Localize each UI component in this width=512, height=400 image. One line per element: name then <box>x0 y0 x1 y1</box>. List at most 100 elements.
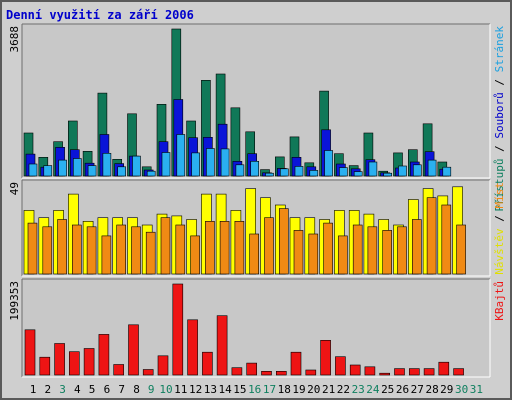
legend-top-item-4: Stránek <box>493 26 506 73</box>
bar-bottom-1-20 <box>305 369 317 376</box>
bar-top-3-19 <box>294 166 304 177</box>
bar-top-3-13 <box>206 148 215 177</box>
bar-middle-2-1 <box>27 222 38 275</box>
x-tick-label-22: 22 <box>337 383 350 396</box>
bar-top-3-27 <box>412 164 422 177</box>
bar-bottom-1-1 <box>24 329 36 376</box>
x-tick-label-4: 4 <box>74 383 81 396</box>
x-tick-label-10: 10 <box>159 383 172 396</box>
x-tick-label-21: 21 <box>322 383 335 396</box>
bar-top-3-7 <box>117 166 126 177</box>
bar-top-3-17 <box>265 172 274 177</box>
bar-bottom-1-15 <box>231 367 243 376</box>
x-tick-label-16: 16 <box>248 383 261 396</box>
x-tick-label-25: 25 <box>381 383 394 396</box>
x-tick-label-5: 5 <box>89 383 96 396</box>
bar-bottom-1-7 <box>113 364 124 376</box>
x-tick-label-28: 28 <box>425 383 438 396</box>
x-tick-label-18: 18 <box>278 383 291 396</box>
bar-bottom-1-23 <box>349 364 361 376</box>
bar-top-3-4 <box>73 158 82 177</box>
x-tick-label-27: 27 <box>411 383 424 396</box>
bar-middle-2-12 <box>190 235 200 275</box>
legend-top-item-2: Souborů <box>493 92 506 138</box>
x-tick-label-29: 29 <box>440 383 453 396</box>
legend-middle-item-2: Míst <box>493 182 506 209</box>
bar-bottom-1-6 <box>98 334 110 376</box>
x-tick-label-9: 9 <box>148 383 155 396</box>
bar-middle-2-6 <box>101 235 112 275</box>
legend-bottom: KBajtů <box>493 281 506 321</box>
bar-bottom-1-17 <box>261 370 272 376</box>
bar-top-3-29 <box>442 166 452 177</box>
x-tick-label-2: 2 <box>44 383 51 396</box>
bar-top-3-24 <box>368 161 378 177</box>
bar-middle-2-9 <box>145 231 156 275</box>
bar-bottom-1-29 <box>438 361 450 376</box>
bar-bottom-1-25 <box>379 372 391 376</box>
x-tick-label-17: 17 <box>263 383 276 396</box>
bar-bottom-1-8 <box>128 324 139 376</box>
bar-top-3-9 <box>146 170 156 177</box>
max-label-middle: 49 <box>8 182 21 195</box>
x-tick-label-8: 8 <box>133 383 140 396</box>
bar-middle-2-5 <box>86 226 97 275</box>
bar-middle-2-24 <box>367 226 378 275</box>
bar-middle-2-10 <box>160 217 171 275</box>
bar-middle-2-7 <box>116 224 126 275</box>
x-tick-label-11: 11 <box>174 383 187 396</box>
bar-middle-2-23 <box>352 224 363 275</box>
bar-bottom-1-4 <box>69 351 80 376</box>
bar-middle-2-16 <box>249 233 259 275</box>
chart-title: Denní využití za září 2006 <box>6 8 194 22</box>
bar-bottom-1-11 <box>172 283 184 376</box>
bar-bottom-1-30 <box>453 368 464 376</box>
x-tick-label-3: 3 <box>59 383 66 396</box>
bar-bottom-1-14 <box>216 315 228 376</box>
bar-middle-2-22 <box>338 235 348 275</box>
bar-top-3-20 <box>309 170 319 177</box>
bar-middle-2-8 <box>131 226 141 275</box>
bar-middle-2-27 <box>411 219 422 275</box>
bar-middle-2-17 <box>264 217 274 275</box>
x-tick-label-7: 7 <box>118 383 125 396</box>
bar-top-3-23 <box>353 171 363 177</box>
bar-bottom-1-12 <box>187 319 198 376</box>
bar-top-3-12 <box>191 152 200 177</box>
bar-middle-2-30 <box>456 224 466 275</box>
bar-top-3-10 <box>161 152 171 177</box>
bar-top-3-2 <box>43 165 53 177</box>
bar-middle-2-14 <box>219 221 230 275</box>
legend-middle: Návštěv / Míst <box>493 182 506 275</box>
bar-bottom-1-18 <box>275 370 287 376</box>
bar-top-3-5 <box>87 165 97 177</box>
legend-top-item-3: / <box>493 72 506 92</box>
bar-middle-2-25 <box>382 230 393 275</box>
bar-bottom-1-3 <box>54 343 65 376</box>
bar-top-3-22 <box>339 167 348 177</box>
bar-top-3-1 <box>28 163 38 177</box>
x-tick-label-20: 20 <box>307 383 320 396</box>
legend-bottom-item-0: KBajtů <box>493 281 506 321</box>
bar-top-3-26 <box>398 165 407 177</box>
bar-top-3-3 <box>58 159 67 177</box>
bar-top-3-15 <box>235 164 245 177</box>
legend-top-item-0: Přístupů <box>493 158 506 211</box>
x-tick-label-13: 13 <box>204 383 217 396</box>
legend-middle-item-0: Návštěv <box>493 228 506 275</box>
bar-bottom-1-26 <box>394 368 405 376</box>
bar-middle-2-19 <box>293 230 304 275</box>
bar-bottom-1-19 <box>290 351 302 376</box>
bar-bottom-1-10 <box>157 355 169 376</box>
legend-top: Přístupů / Souborů / Stránek <box>493 26 506 212</box>
bar-top-3-16 <box>250 161 259 177</box>
bar-middle-2-18 <box>278 208 289 275</box>
bar-top-3-6 <box>102 153 112 177</box>
x-tick-label-1: 1 <box>30 383 37 396</box>
bar-middle-2-21 <box>323 222 333 275</box>
bar-top-3-28 <box>427 159 437 177</box>
x-tick-label-30: 30 <box>455 383 468 396</box>
x-tick-label-6: 6 <box>104 383 111 396</box>
bar-bottom-1-5 <box>83 348 95 376</box>
bar-middle-2-11 <box>175 224 186 275</box>
